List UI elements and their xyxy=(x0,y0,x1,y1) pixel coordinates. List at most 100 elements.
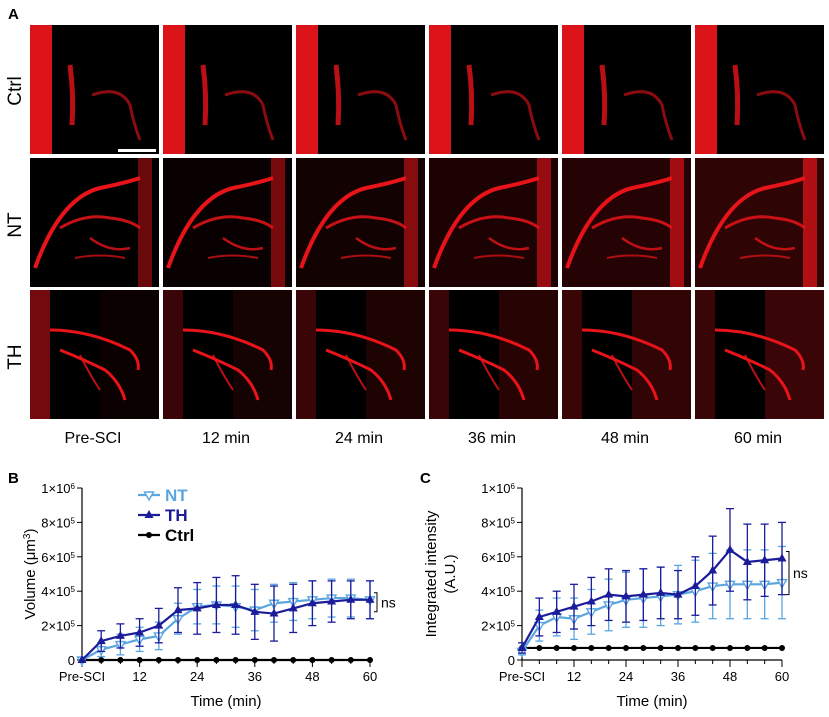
chart-b-legend-nt-label: NT xyxy=(165,486,188,505)
chart-c-ctrl-point xyxy=(675,644,681,651)
col-label-36min: 36 min xyxy=(467,430,517,447)
chart-b-ytick-label: 1×106 xyxy=(41,481,75,496)
chart-c-ctrl-point xyxy=(727,644,733,651)
chart-b-xtick-label: 12 xyxy=(132,669,146,684)
chart-c-th-point xyxy=(586,596,596,605)
chart-c-ns-bracket xyxy=(786,551,790,596)
chart-c-th-point xyxy=(638,589,648,598)
chart-b-legend-th-marker xyxy=(144,510,154,518)
chart-b-ctrl-point xyxy=(347,657,354,663)
col-label-60min: 60 min xyxy=(733,430,783,447)
chart-c-ctrl-point xyxy=(640,644,647,651)
micrograph-nt-1 xyxy=(30,158,159,287)
chart-c-ctrl-point xyxy=(692,644,699,651)
chart-c-xtick-label: 60 xyxy=(775,669,789,684)
chart-c-ctrl-point xyxy=(657,644,664,651)
chart-c-xtick-label: Pre-SCI xyxy=(499,669,545,684)
row-label-nt: NT xyxy=(5,212,26,238)
chart-b-legend-th-label: TH xyxy=(165,506,188,525)
chart-c-th-point xyxy=(708,565,718,574)
micrograph-th-2 xyxy=(163,290,292,419)
chart-b-ytick-label: 8×105 xyxy=(41,515,75,530)
chart-b-th-point xyxy=(96,636,106,645)
chart-c-xtick-label: 24 xyxy=(619,669,633,684)
chart-b-ctrl-point xyxy=(194,657,201,663)
col-label-24min: 24 min xyxy=(334,430,384,447)
chart-c-nt-line xyxy=(521,581,783,653)
chart-b-ytick-label: 6×105 xyxy=(41,550,75,565)
micrograph-nt-5 xyxy=(562,158,691,287)
chart-c-ytick-label: 2×105 xyxy=(481,619,515,634)
chart-c-ctrl-point xyxy=(536,644,543,651)
chart-c-th-point xyxy=(621,591,631,600)
chart-c-x-label: Time (min) xyxy=(616,693,687,710)
chart-b-legend-nt-marker xyxy=(143,491,155,502)
micrograph-ctrl-1 xyxy=(30,25,159,154)
chart-b-ctrl-point xyxy=(367,657,373,663)
chart-b-ns-bracket xyxy=(374,592,378,613)
chart-c-th-point xyxy=(725,544,735,553)
chart-c-th-point xyxy=(552,606,562,615)
micrograph-nt-2 xyxy=(163,158,292,287)
chart-c-th-line xyxy=(521,548,783,649)
micrograph-ctrl-5 xyxy=(562,25,691,154)
chart-c-th-point xyxy=(604,589,614,598)
chart-b-ctrl-point xyxy=(328,657,335,663)
chart-b-ctrl-point xyxy=(251,657,258,663)
chart-c-th-point xyxy=(534,612,544,620)
panel-c-letter: C xyxy=(420,470,431,487)
chart-b-ytick-label: 0 xyxy=(68,653,75,668)
chart-b-y-label: Volume (μm3) xyxy=(22,529,40,620)
chart-c-th-point xyxy=(760,555,770,564)
chart-c-ctrl-point xyxy=(588,644,595,651)
chart-c-xtick-label: 12 xyxy=(567,669,581,684)
chart-c-ytick-label: 0 xyxy=(508,653,515,668)
chart-b-ctrl-point xyxy=(213,657,220,663)
chart-b-legend-ctrl-label: Ctrl xyxy=(165,526,194,545)
chart-b-th-point xyxy=(173,605,183,614)
chart-c-th-point xyxy=(742,556,752,565)
chart-b-ctrl-point xyxy=(175,657,181,663)
row-label-th: TH xyxy=(5,344,26,370)
chart-c-y-label-line1: Integrated intensity xyxy=(423,510,440,637)
panel-b-letter: B xyxy=(8,470,19,487)
chart-b-th-point xyxy=(154,620,164,629)
micrograph-th-3 xyxy=(296,290,425,419)
chart-b-th-line xyxy=(81,598,370,661)
chart-b-ctrl-point xyxy=(136,657,143,663)
micrograph-ctrl-3 xyxy=(296,25,425,154)
micrograph-th-1 xyxy=(30,290,159,419)
chart-c-th-point xyxy=(690,581,700,590)
micrograph-ctrl-2 xyxy=(163,25,292,154)
chart-c-ctrl-point xyxy=(571,644,577,651)
chart-b-ytick-label: 4×105 xyxy=(41,584,75,599)
chart-b-legend-ctrl-marker xyxy=(146,532,152,538)
chart-c-ctrl-point xyxy=(553,644,560,651)
chart-c-ytick-label: 6×105 xyxy=(481,550,515,565)
chart-c-y-label-line2: (A.U.) xyxy=(442,554,459,593)
micrograph-ctrl-4 xyxy=(429,25,558,154)
col-label-48min: 48 min xyxy=(600,430,650,447)
chart-b-ctrl-point xyxy=(290,657,297,663)
chart-b-xtick-label: 48 xyxy=(305,669,319,684)
chart-b-th-point xyxy=(77,655,87,663)
chart-c-th-point xyxy=(517,642,527,651)
chart-b-ctrl-point xyxy=(271,657,277,663)
micrograph-nt-6 xyxy=(695,158,824,287)
chart-b-ctrl-point xyxy=(117,657,124,663)
chart-c-ns-label: ns xyxy=(793,565,808,581)
chart-b-ctrl-point xyxy=(309,657,316,663)
micrograph-th-4 xyxy=(429,290,558,419)
micrograph-nt-3 xyxy=(296,158,425,287)
micrograph-th-5 xyxy=(562,290,691,419)
micrograph-ctrl-6 xyxy=(695,25,824,154)
chart-b-th-point xyxy=(231,599,241,608)
chart-b-th-point xyxy=(288,603,298,612)
chart-b-th-point xyxy=(192,603,202,612)
chart-b-th-point xyxy=(115,630,125,639)
col-label-pre-sci: Pre-SCI xyxy=(64,430,122,447)
chart-b-th-point xyxy=(365,594,375,603)
chart-b-ctrl-point xyxy=(155,657,162,663)
chart-c-ctrl-point xyxy=(761,644,768,651)
chart-b-th-point xyxy=(307,598,317,607)
